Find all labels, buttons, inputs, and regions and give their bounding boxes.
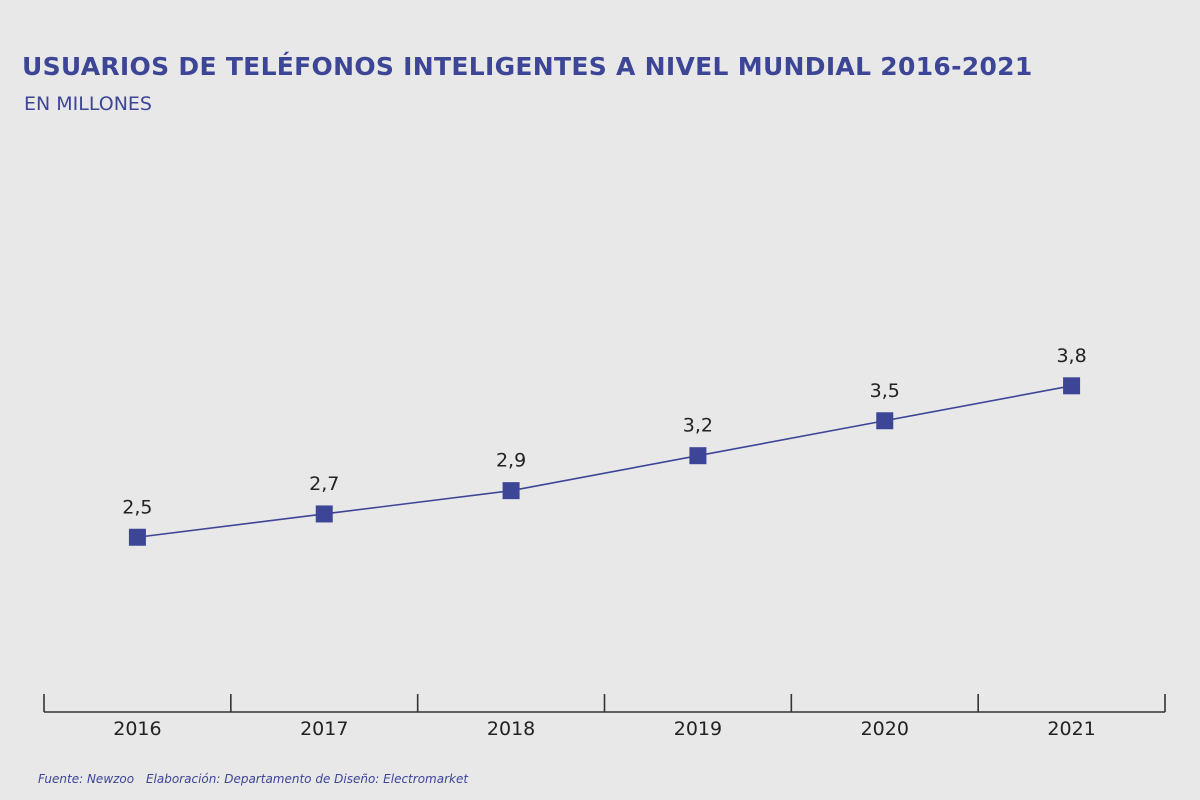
credits-label: Elaboración: Departamento de Diseño: Ele… (145, 772, 469, 786)
data-label: 2,7 (309, 473, 339, 495)
source-note: Fuente: Newzoo Elaboración: Departamento… (38, 772, 468, 786)
series-line (137, 385, 1072, 539)
x-tick-label: 2017 (300, 718, 348, 740)
data-label: 2,5 (122, 496, 152, 518)
x-tick-label: 2016 (113, 718, 161, 740)
data-point-marker (1063, 377, 1081, 395)
data-point-marker (128, 528, 146, 546)
x-tick-label: 2018 (487, 718, 535, 740)
chart-subtitle: EN MILLONES (24, 93, 152, 115)
data-label: 3,8 (1056, 345, 1086, 367)
data-point-marker (315, 505, 333, 523)
data-point-marker (876, 412, 894, 430)
x-tick-label: 2019 (674, 718, 722, 740)
data-label: 3,5 (870, 380, 900, 402)
data-point-marker (689, 447, 707, 465)
chart-title: USUARIOS DE TELÉFONOS INTELIGENTES A NIV… (22, 52, 1033, 81)
x-tick-label: 2020 (861, 718, 909, 740)
source-label: Fuente: Newzoo (38, 772, 135, 786)
data-label: 3,2 (683, 415, 713, 437)
data-label: 2,9 (496, 450, 526, 472)
data-point-marker (502, 482, 520, 500)
x-tick-label: 2021 (1047, 718, 1095, 740)
